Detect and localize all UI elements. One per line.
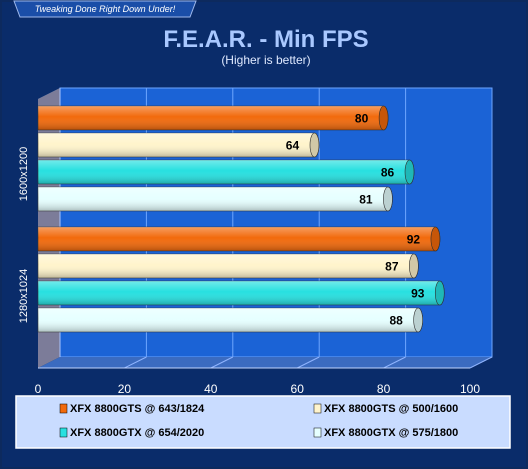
bars: 80 64 86 81 92 87 93 88 [37, 105, 445, 333]
legend-swatch-0 [59, 403, 68, 414]
bar-value-label: 64 [286, 139, 300, 153]
x-tick-labels: 0 20 40 60 80 100 [35, 382, 481, 396]
floor-grid-line-40 [210, 356, 234, 369]
bar-1280x1024-1: 87 [37, 253, 419, 279]
legend-swatch-3 [313, 427, 322, 438]
category-label-1600x1200: 1600x1200 [18, 147, 30, 201]
floor-grid-line-60 [296, 356, 320, 369]
floor-grid-line-100 [469, 356, 493, 369]
category-labels: 1600x1200 1280x1024 [18, 147, 30, 323]
legend-label-3: XFX 8800GTX @ 575/1800 [324, 427, 458, 439]
bar-shading [38, 106, 389, 130]
bar-shading [38, 308, 423, 332]
legend-box [15, 395, 511, 449]
bar-cap-shade [379, 106, 389, 130]
x-tick-label-100: 100 [460, 382, 480, 396]
legend: XFX 8800GTS @ 643/1824 XFX 8800GTS @ 500… [15, 395, 511, 449]
bar-cap-shade [405, 160, 415, 184]
bar-value-label: 92 [407, 233, 421, 247]
bar-cap-shade [383, 187, 393, 211]
chart-title: F.E.A.R. - Min FPS [163, 26, 368, 53]
bar-shading [38, 133, 319, 157]
bar-cap-shade [409, 254, 419, 278]
bar-cap [383, 186, 393, 212]
bar-value-label: 87 [385, 260, 399, 274]
bar-value-label: 93 [411, 287, 425, 301]
bar-cap-shade [309, 133, 319, 157]
legend-swatch-2 [59, 427, 68, 438]
floor-grid-line-20 [124, 356, 147, 369]
floor-grid-line-80 [383, 356, 406, 369]
chart-subtitle: (Higher is better) [221, 53, 310, 67]
bar-1600x1200-3: 81 [37, 186, 393, 212]
bar-1280x1024-3: 88 [37, 307, 423, 333]
x-tick-label-20: 20 [118, 382, 132, 396]
bar-value-label: 80 [355, 112, 369, 126]
bar-cap [413, 307, 423, 333]
bar-cap [309, 132, 320, 158]
legend-item-3: XFX 8800GTX @ 575/1800 [313, 427, 458, 439]
bar-cap [378, 105, 389, 131]
bar-shading [38, 227, 440, 251]
legend-item-1: XFX 8800GTS @ 500/1600 [313, 403, 458, 415]
plot-floor [38, 357, 492, 368]
legend-label-1: XFX 8800GTS @ 500/1600 [324, 403, 458, 415]
bar-shading [38, 160, 415, 184]
bar-1600x1200-0: 80 [37, 105, 389, 131]
x-tick-label-60: 60 [291, 382, 305, 396]
bar-cap [430, 226, 441, 252]
banner-text: Tweaking Done Right Down Under! [35, 4, 176, 14]
x-tick-label-0: 0 [35, 382, 42, 396]
bar-shading [38, 281, 445, 305]
legend-item-2: XFX 8800GTX @ 654/2020 [59, 427, 204, 439]
legend-swatch-1 [313, 403, 322, 414]
bar-cap-shade [413, 308, 423, 332]
bar-cap-shade [430, 227, 440, 251]
bar-cap [409, 253, 419, 279]
bar-value-label: 86 [381, 166, 395, 180]
x-tick-label-80: 80 [377, 382, 391, 396]
bar-1600x1200-2: 86 [37, 159, 415, 185]
x-tick-label-40: 40 [204, 382, 218, 396]
bar-1280x1024-2: 93 [37, 280, 445, 306]
legend-item-0: XFX 8800GTS @ 643/1824 [59, 403, 205, 415]
bar-shading [38, 187, 393, 211]
bar-1600x1200-1: 64 [37, 132, 320, 158]
bar-cap [434, 280, 445, 306]
category-label-1280x1024: 1280x1024 [18, 269, 30, 323]
bar-cap [404, 159, 415, 185]
bar-1280x1024-0: 92 [37, 226, 441, 252]
bar-cap-shade [435, 281, 445, 305]
banner-tab: Tweaking Done Right Down Under! [13, 0, 197, 18]
bar-shading [38, 254, 419, 278]
bar-value-label: 88 [389, 314, 403, 328]
legend-label-0: XFX 8800GTS @ 643/1824 [70, 403, 205, 415]
legend-label-2: XFX 8800GTX @ 654/2020 [70, 427, 204, 439]
bar-value-label: 81 [359, 193, 373, 207]
